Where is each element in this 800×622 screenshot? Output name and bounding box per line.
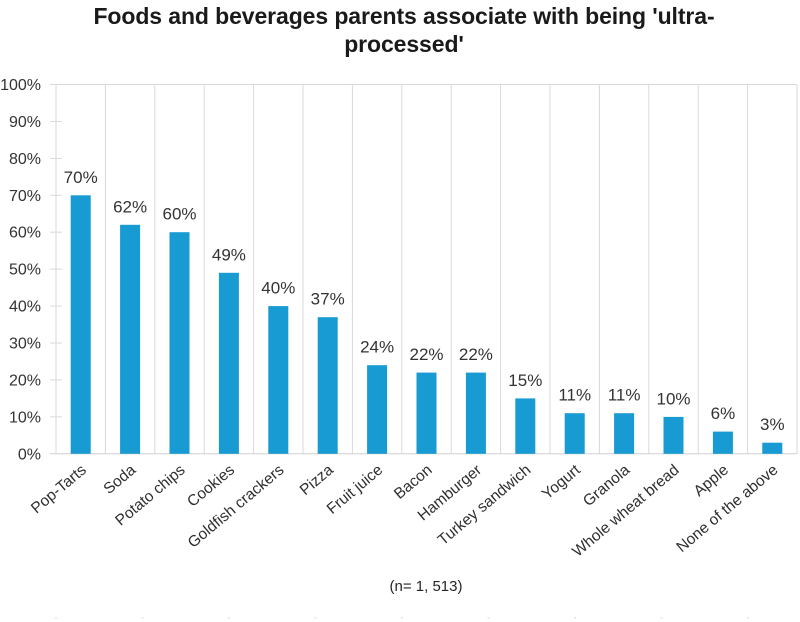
svg-text:30%: 30% xyxy=(9,336,41,353)
svg-text:Fruit juice: Fruit juice xyxy=(324,462,386,518)
svg-text:Yogurt: Yogurt xyxy=(539,461,584,503)
svg-text:100%: 100% xyxy=(0,77,41,94)
svg-text:40%: 40% xyxy=(261,279,295,298)
svg-text:80%: 80% xyxy=(9,151,41,168)
svg-text:11%: 11% xyxy=(558,386,591,405)
svg-text:22%: 22% xyxy=(459,345,493,364)
svg-text:70%: 70% xyxy=(9,188,41,205)
svg-text:70%: 70% xyxy=(64,168,98,187)
svg-text:11%: 11% xyxy=(608,386,641,405)
svg-text:60%: 60% xyxy=(162,205,196,224)
svg-text:Apple: Apple xyxy=(691,462,732,501)
svg-text:24%: 24% xyxy=(360,338,394,357)
svg-text:60%: 60% xyxy=(9,225,41,242)
svg-text:37%: 37% xyxy=(311,290,345,309)
svg-text:Pop-Tarts: Pop-Tarts xyxy=(28,461,90,517)
svg-text:22%: 22% xyxy=(409,345,443,364)
svg-text:3%: 3% xyxy=(760,415,785,434)
svg-text:62%: 62% xyxy=(113,197,147,216)
svg-text:Soda: Soda xyxy=(101,461,140,498)
svg-text:49%: 49% xyxy=(212,245,246,264)
svg-text:Pizza: Pizza xyxy=(297,461,337,499)
svg-text:40%: 40% xyxy=(9,299,41,316)
svg-text:Bacon: Bacon xyxy=(391,462,436,503)
svg-text:15%: 15% xyxy=(508,371,542,390)
svg-text:0%: 0% xyxy=(18,446,41,463)
svg-text:90%: 90% xyxy=(9,114,41,131)
svg-text:10%: 10% xyxy=(9,409,41,426)
svg-text:10%: 10% xyxy=(656,389,690,408)
svg-text:(n= 1, 513): (n= 1, 513) xyxy=(390,578,463,595)
svg-text:20%: 20% xyxy=(9,372,41,389)
svg-text:50%: 50% xyxy=(9,262,41,279)
svg-text:6%: 6% xyxy=(711,404,736,423)
